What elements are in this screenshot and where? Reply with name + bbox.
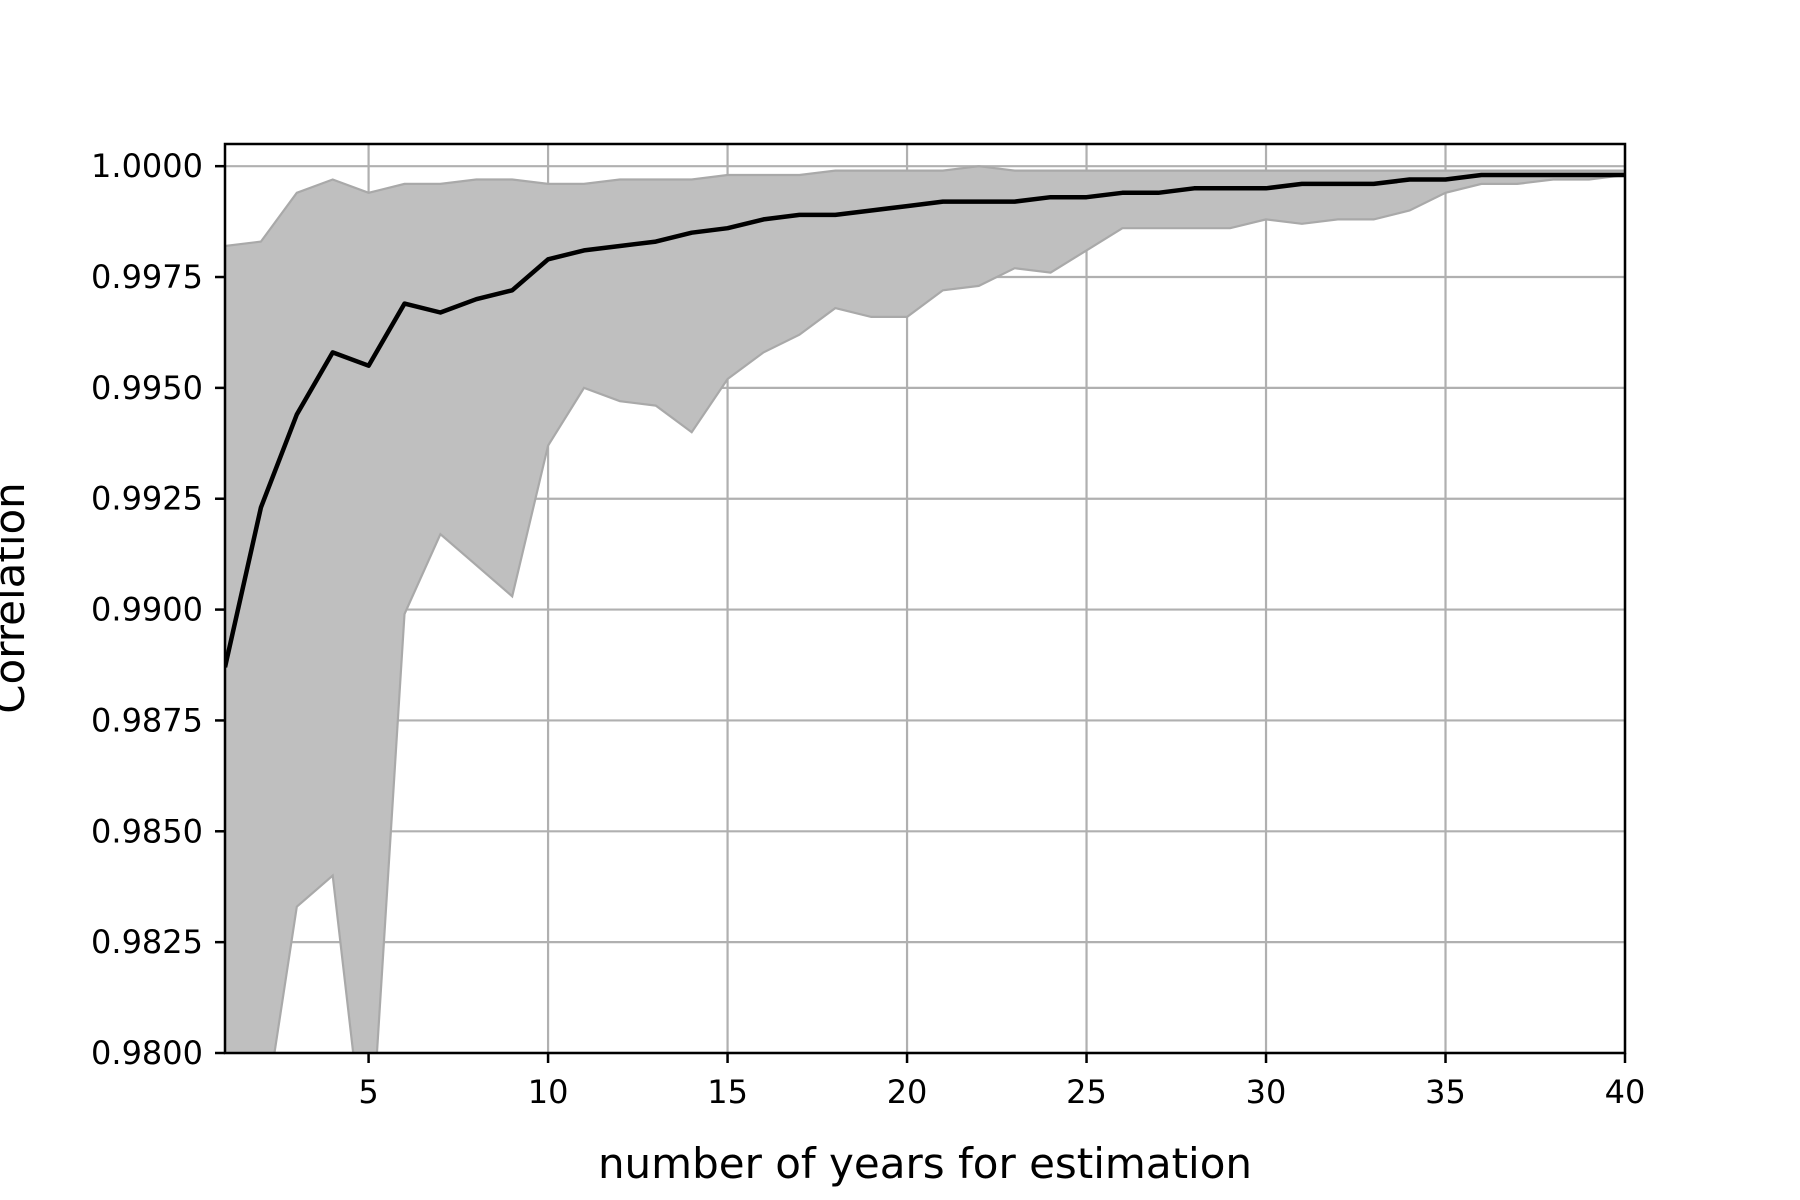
x-axis-ticks: 5 10 15 20 25 30 35 40 (358, 1053, 1645, 1111)
x-tick-label: 5 (358, 1073, 378, 1111)
range-band (225, 165, 1625, 1053)
x-tick-label: 20 (887, 1073, 928, 1111)
y-tick-label: 0.9825 (91, 923, 203, 961)
y-tick-label: 0.9875 (91, 701, 203, 739)
y-tick-label: 0.9800 (91, 1034, 203, 1072)
y-tick-label: 0.9950 (91, 369, 203, 407)
y-tick-label: 0.9925 (91, 480, 203, 518)
y-axis-label: Correlation (0, 482, 34, 714)
x-tick-label: 40 (1605, 1073, 1646, 1111)
x-tick-label: 30 (1246, 1073, 1287, 1111)
x-tick-label: 35 (1425, 1073, 1466, 1111)
x-tick-label: 25 (1066, 1073, 1107, 1111)
y-tick-label: 1.0000 (91, 147, 203, 185)
x-tick-label: 10 (528, 1073, 569, 1111)
x-tick-label: 15 (707, 1073, 748, 1111)
y-tick-label: 0.9900 (91, 591, 203, 629)
y-tick-label: 0.9850 (91, 812, 203, 850)
grid (225, 144, 1627, 1055)
mean-correlation-line (225, 172, 1625, 668)
y-tick-label: 0.9975 (91, 258, 203, 296)
y-axis-ticks: 0.9800 0.9825 0.9850 0.9875 0.9900 0.9925 0.99… (91, 147, 225, 1072)
plot-frame (223, 142, 1627, 1055)
x-axis-label: number of years for estimation (598, 1139, 1252, 1188)
